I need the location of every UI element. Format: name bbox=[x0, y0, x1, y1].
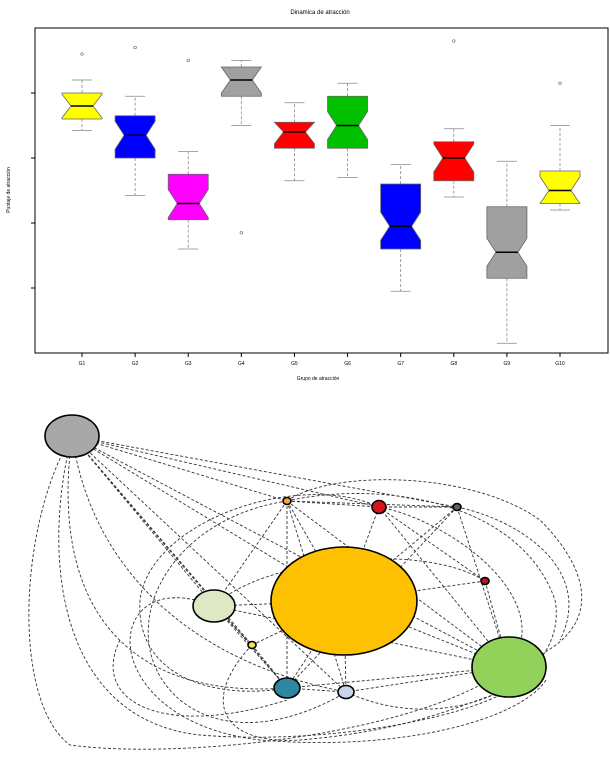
box-body bbox=[167, 173, 209, 221]
network-node-n5 bbox=[480, 576, 490, 586]
x-tick-label: G2 bbox=[132, 361, 139, 367]
network-node-n2 bbox=[282, 496, 292, 506]
network-edge bbox=[71, 435, 215, 607]
outlier-point bbox=[133, 45, 137, 50]
chart-title: Dinamica de atracción bbox=[290, 10, 349, 16]
box-G4 bbox=[220, 60, 263, 235]
network-edge-curved bbox=[147, 500, 347, 723]
y-axis-label: Puntaje de atracción bbox=[6, 167, 12, 213]
network-node-n4 bbox=[452, 502, 462, 512]
network-edge-curved bbox=[456, 506, 570, 641]
network-edge bbox=[213, 500, 288, 607]
network-edge-curved bbox=[28, 435, 510, 750]
network-edge bbox=[71, 435, 288, 689]
x-tick-label: G8 bbox=[450, 361, 457, 367]
network-edge-curved bbox=[71, 435, 347, 693]
network-edge bbox=[286, 500, 347, 693]
x-tick-label: G4 bbox=[238, 361, 245, 367]
box-G9 bbox=[486, 160, 528, 344]
x-tick-label: G9 bbox=[504, 361, 511, 367]
network-diagram bbox=[28, 414, 583, 750]
box-body bbox=[114, 115, 156, 159]
box-body bbox=[539, 170, 581, 204]
network-edge-curved bbox=[222, 644, 510, 741]
network-node-n1 bbox=[44, 414, 100, 458]
box-G7 bbox=[380, 164, 422, 292]
box-G5 bbox=[273, 102, 316, 182]
network-node-n6 bbox=[270, 546, 418, 656]
box-body bbox=[273, 121, 316, 149]
x-axis-label: Grupo de atracción bbox=[297, 376, 340, 382]
box-body bbox=[486, 206, 528, 279]
box-G1 bbox=[61, 52, 103, 131]
network-edge bbox=[71, 435, 380, 508]
network-edge-curved bbox=[58, 435, 510, 738]
x-axis: G1 G2 G3 G4 G5 G6 G7 G8 G9 G10 bbox=[79, 353, 565, 367]
x-tick-label: G6 bbox=[344, 361, 351, 367]
outlier-point bbox=[452, 39, 456, 43]
network-edge bbox=[71, 435, 347, 693]
x-tick-label: G3 bbox=[185, 361, 192, 367]
outlier-point bbox=[239, 231, 243, 235]
x-tick-label: G1 bbox=[79, 361, 86, 367]
box-G6 bbox=[327, 82, 368, 178]
network-edges bbox=[28, 435, 583, 750]
network-node-n7 bbox=[192, 589, 236, 623]
network-edge-curved bbox=[286, 479, 583, 668]
network-edge bbox=[213, 605, 288, 689]
boxes-layer bbox=[61, 39, 581, 344]
box-body bbox=[220, 66, 263, 97]
x-tick-label: G7 bbox=[397, 361, 404, 367]
network-nodes bbox=[44, 414, 547, 700]
network-edge bbox=[213, 605, 253, 646]
network-edge-curved bbox=[67, 435, 288, 690]
outlier-point bbox=[80, 52, 84, 56]
box-body bbox=[433, 141, 475, 182]
network-node-n8 bbox=[247, 640, 257, 650]
network-node-n3 bbox=[371, 499, 387, 515]
box-body bbox=[380, 183, 422, 250]
network-edge bbox=[378, 506, 486, 582]
x-tick-label: G10 bbox=[555, 361, 565, 367]
network-node-n10 bbox=[273, 677, 301, 699]
box-body bbox=[327, 95, 368, 149]
network-node-n11 bbox=[337, 684, 355, 700]
outlier-point bbox=[558, 81, 562, 85]
x-tick-label: G5 bbox=[291, 361, 298, 367]
network-edge bbox=[378, 506, 510, 668]
network-edge-curved bbox=[129, 597, 547, 743]
network-edge-curved bbox=[286, 493, 557, 710]
network-node-n9 bbox=[471, 636, 547, 698]
network-edge-curved bbox=[213, 558, 486, 607]
box-G8 bbox=[433, 39, 475, 198]
box-G2 bbox=[114, 45, 156, 196]
network-edge bbox=[286, 506, 458, 689]
network-edge bbox=[71, 435, 253, 646]
outlier-point bbox=[186, 58, 190, 63]
network-edge bbox=[286, 500, 510, 668]
plot-frame bbox=[34, 27, 609, 354]
network-edge-curved bbox=[112, 639, 288, 717]
box-G3 bbox=[167, 58, 209, 250]
network-edge bbox=[286, 500, 380, 508]
network-edge bbox=[71, 435, 510, 668]
box-G10 bbox=[539, 81, 581, 211]
network-edge bbox=[71, 435, 288, 502]
y-axis bbox=[31, 92, 35, 289]
